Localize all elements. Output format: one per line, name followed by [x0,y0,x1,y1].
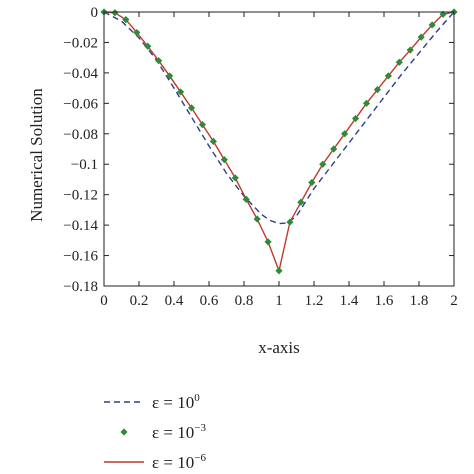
data-point [264,238,272,246]
data-point [384,72,392,80]
x-tick-label: 2 [450,293,458,309]
data-point [166,72,174,80]
data-point [242,195,250,203]
data-point [330,145,338,153]
x-tick-label: 0.8 [235,293,254,309]
data-point [297,198,305,206]
data-point [220,156,228,164]
data-point [417,33,425,41]
data-point [198,121,207,129]
data-point [286,218,294,226]
x-tick-label: 0.4 [165,293,184,309]
plot-area [100,8,458,275]
x-tick-label: 1.8 [410,293,429,309]
y-axis-label: Numerical Solution [27,88,46,222]
y-tick-label: −0.18 [63,279,98,295]
data-point [111,9,119,17]
y-tick-label: −0.02 [63,35,98,51]
x-tick-label: 1 [275,293,283,309]
legend-exponent-1: −3 [194,422,206,434]
data-point [144,42,152,50]
y-tick-label: −0.06 [63,96,98,112]
y-tick-label: −0.04 [63,66,98,82]
data-point [122,16,130,24]
x-tick-label: 1.2 [305,293,324,309]
data-point [176,88,185,96]
y-tick-label: −0.12 [63,188,98,204]
data-point [187,104,196,112]
x-tick-label: 0.2 [130,293,149,309]
legend-label-0: ε = 100 [152,392,200,412]
axes: 0 0.2 0.4 0.6 0.8 1 1.2 1.4 1.6 1.8 2 0 −0.02 −0.04 −0… [63,5,457,309]
data-point [275,267,283,275]
series-line-0 [103,11,455,225]
y-tick-label: −0.08 [63,127,98,143]
legend-exponent-2: −6 [194,452,206,464]
legend-exponent-0: 0 [194,392,200,404]
y-tick-label: −0.1 [71,157,98,173]
y-tick-label: 0 [91,5,99,21]
x-axis-label: x-axis [258,338,300,357]
x-tick-label: 1.4 [340,293,359,309]
data-point [209,137,217,145]
data-point [395,58,403,66]
data-point [308,178,316,187]
y-tick-label: −0.14 [63,218,98,234]
data-point [155,57,163,65]
data-point [231,174,239,182]
legend-label-2: ε = 10−6 [152,452,206,472]
x-tick-label: 0.6 [200,293,219,309]
legend-swatch-1 [120,428,128,436]
data-point [351,114,360,123]
data-point [373,86,382,94]
x-tick-label: 0 [100,293,108,309]
data-point [319,160,327,168]
data-point [341,130,349,138]
legend: ε = 100 ε = 10−3 ε = 10−6 [104,392,206,472]
axes-frame [103,11,455,287]
data-point [362,99,371,107]
data-point [253,215,261,223]
data-point [428,21,436,29]
y-tick-label: −0.16 [63,249,98,265]
data-point [133,28,141,37]
legend-label-1: ε = 10−3 [152,422,206,442]
data-point [406,46,414,54]
series-line-2 [103,11,455,274]
x-tick-label: 1.6 [375,293,394,309]
